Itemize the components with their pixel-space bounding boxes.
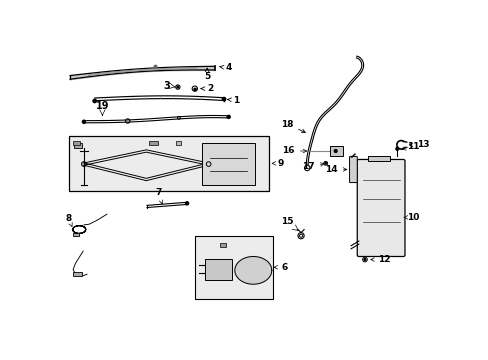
Text: 12: 12: [370, 255, 390, 264]
Bar: [367, 156, 389, 161]
Circle shape: [222, 98, 225, 101]
Text: 1: 1: [227, 96, 239, 105]
Circle shape: [194, 88, 196, 90]
FancyBboxPatch shape: [349, 156, 357, 183]
Circle shape: [226, 115, 230, 118]
Circle shape: [324, 163, 326, 164]
Text: 6: 6: [274, 263, 286, 272]
Bar: [202, 143, 254, 185]
Text: 5: 5: [203, 68, 210, 81]
Bar: [74, 143, 81, 148]
Text: 10: 10: [404, 213, 419, 222]
Text: 9: 9: [271, 159, 284, 168]
Text: 14: 14: [325, 165, 346, 174]
Circle shape: [177, 86, 178, 88]
Text: 17: 17: [302, 162, 324, 171]
Circle shape: [93, 99, 96, 103]
Text: 19: 19: [96, 101, 109, 111]
Circle shape: [82, 120, 85, 123]
Bar: [220, 243, 226, 247]
Circle shape: [154, 65, 157, 68]
Text: 18: 18: [280, 120, 305, 132]
Circle shape: [395, 148, 398, 150]
Text: 7: 7: [155, 188, 163, 204]
Text: 11: 11: [401, 142, 419, 151]
Text: 2: 2: [201, 84, 213, 93]
Circle shape: [363, 258, 365, 261]
Bar: [329, 147, 342, 156]
Bar: [204, 259, 231, 280]
Polygon shape: [234, 256, 271, 284]
Circle shape: [334, 150, 336, 152]
Bar: [68, 136, 268, 191]
Bar: [194, 236, 273, 299]
Bar: [73, 272, 82, 276]
FancyBboxPatch shape: [357, 159, 404, 256]
Bar: [73, 141, 80, 145]
Circle shape: [185, 202, 188, 205]
Text: 16: 16: [282, 147, 306, 156]
Bar: [176, 141, 181, 145]
Text: 8: 8: [65, 214, 72, 226]
Bar: [148, 141, 158, 145]
Text: 4: 4: [220, 63, 231, 72]
Bar: [73, 233, 79, 236]
Text: 15: 15: [280, 217, 293, 226]
Text: 13: 13: [408, 140, 428, 149]
Text: 3: 3: [163, 81, 170, 91]
